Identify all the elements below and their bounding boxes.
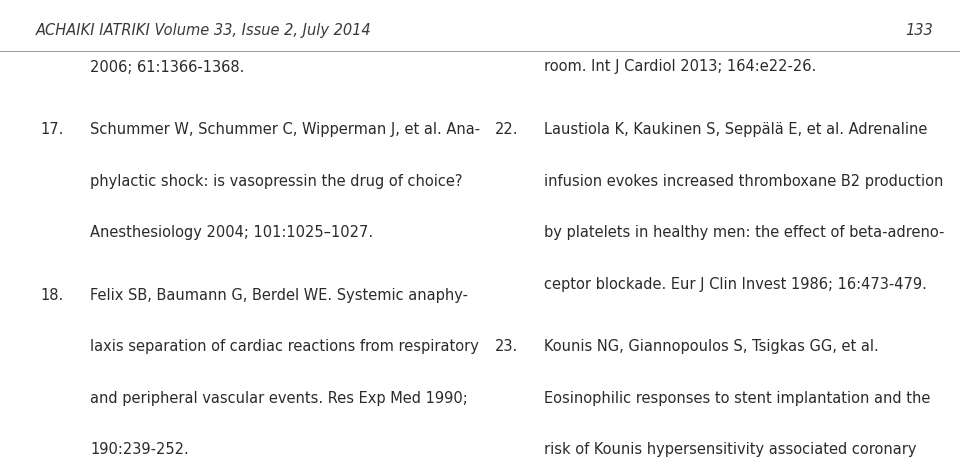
Text: 2006; 61:1366-1368.: 2006; 61:1366-1368.	[90, 60, 245, 75]
Text: 22.: 22.	[494, 122, 517, 138]
Text: ACHAIKI IATRIKI Volume 33, Issue 2, July 2014: ACHAIKI IATRIKI Volume 33, Issue 2, July…	[36, 23, 372, 38]
Text: and peripheral vascular events. Res Exp Med 1990;: and peripheral vascular events. Res Exp …	[90, 391, 468, 406]
Text: 18.: 18.	[40, 288, 63, 303]
Text: Kounis NG, Giannopoulos S, Tsigkas GG, et al.: Kounis NG, Giannopoulos S, Tsigkas GG, e…	[544, 339, 879, 355]
Text: 23.: 23.	[494, 339, 517, 355]
Text: infusion evokes increased thromboxane B2 production: infusion evokes increased thromboxane B2…	[544, 174, 944, 189]
Text: Laustiola K, Kaukinen S, Seppälä E, et al. Adrenaline: Laustiola K, Kaukinen S, Seppälä E, et a…	[544, 122, 927, 138]
Text: Anesthesiology 2004; 101:1025–1027.: Anesthesiology 2004; 101:1025–1027.	[90, 225, 373, 240]
Text: by platelets in healthy men: the effect of beta-adreno-: by platelets in healthy men: the effect …	[544, 225, 945, 240]
Text: Schummer W, Schummer C, Wipperman J, et al. Ana-: Schummer W, Schummer C, Wipperman J, et …	[90, 122, 480, 138]
Text: room. Int J Cardiol 2013; 164:e22-26.: room. Int J Cardiol 2013; 164:e22-26.	[544, 60, 817, 75]
Text: 190:239-252.: 190:239-252.	[90, 442, 189, 457]
Text: ceptor blockade. Eur J Clin Invest 1986; 16:473-479.: ceptor blockade. Eur J Clin Invest 1986;…	[544, 277, 927, 292]
Text: phylactic shock: is vasopressin the drug of choice?: phylactic shock: is vasopressin the drug…	[90, 174, 463, 189]
Text: risk of Kounis hypersensitivity associated coronary: risk of Kounis hypersensitivity associat…	[544, 442, 917, 457]
Text: laxis separation of cardiac reactions from respiratory: laxis separation of cardiac reactions fr…	[90, 339, 479, 355]
Text: 133: 133	[905, 23, 933, 38]
Text: Felix SB, Baumann G, Berdel WE. Systemic anaphy-: Felix SB, Baumann G, Berdel WE. Systemic…	[90, 288, 468, 303]
Text: Eosinophilic responses to stent implantation and the: Eosinophilic responses to stent implanta…	[544, 391, 930, 406]
Text: 17.: 17.	[40, 122, 63, 138]
